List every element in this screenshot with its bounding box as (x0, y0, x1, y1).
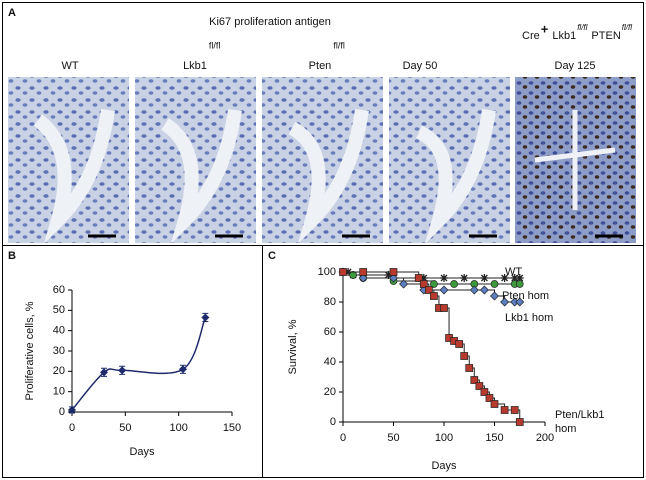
y-tick-label: 50 (53, 304, 65, 316)
point (389, 268, 398, 276)
data-line (71, 317, 207, 411)
panel-label: C (268, 250, 276, 262)
panel-title: Ki67 proliferation antigen (209, 16, 331, 28)
x-tick-label: 150 (485, 432, 503, 444)
point (490, 400, 499, 408)
y-axis-label: Proliferative cells, % (24, 301, 36, 400)
point (515, 297, 525, 307)
x-tick-label: 0 (69, 422, 75, 434)
column-label-sup: fl/fl (209, 40, 221, 50)
legend-label: WT (505, 266, 523, 278)
point (490, 291, 499, 301)
point (510, 274, 519, 282)
column-label: Day 50 (403, 60, 438, 72)
point (68, 405, 76, 414)
group-header: Cre (522, 30, 540, 42)
point (465, 364, 474, 372)
point (455, 340, 463, 348)
lumen (534, 110, 616, 210)
x-tick-label: 50 (387, 432, 399, 444)
y-tick-label: 30 (53, 345, 65, 357)
group-header-sup: + (541, 21, 549, 36)
x-tick-label: 0 (340, 432, 346, 444)
panel-b-frame (2, 245, 263, 478)
legend-label: Pten/Lkb1 hom (555, 409, 605, 435)
column-label: Day 125 (555, 60, 596, 72)
panel-c-frame (262, 245, 644, 478)
y-tick-label: 0 (59, 406, 65, 418)
point (470, 280, 479, 288)
point (510, 406, 519, 414)
point (440, 274, 448, 282)
micrographs (8, 77, 636, 245)
panel-label: B (8, 250, 16, 262)
step-line (343, 271, 520, 279)
column-label: Pten (309, 60, 332, 72)
point (500, 274, 509, 282)
point (479, 285, 489, 295)
x-tick-label: 100 (435, 432, 453, 444)
point (349, 271, 357, 279)
y-tick-label: 100 (318, 266, 336, 278)
x-tick-label: 50 (119, 422, 131, 434)
y-tick-label: 80 (324, 296, 336, 308)
lumen (160, 109, 242, 245)
point (480, 274, 489, 282)
y-axis-label: Survival, % (287, 319, 299, 374)
y-tick-label: 60 (53, 284, 65, 296)
point (439, 285, 449, 295)
y-tick-label: 40 (324, 356, 336, 368)
point (201, 313, 210, 322)
point (440, 304, 448, 312)
point (358, 273, 368, 283)
legend-label: Lkb1 hom (505, 312, 554, 324)
point (384, 271, 393, 279)
group-header-sup: fl/fl (577, 23, 587, 32)
x-tick-label: 100 (169, 422, 187, 434)
point (469, 285, 479, 295)
column-label: WT (61, 60, 78, 72)
point (430, 292, 438, 300)
x-axis-label: Days (431, 460, 457, 472)
y-tick-label: 40 (53, 325, 65, 337)
y-tick-label: 20 (324, 386, 336, 398)
y-tick-label: 20 (53, 365, 65, 377)
y-tick-label: 0 (330, 416, 336, 428)
point (118, 366, 127, 375)
x-tick-label: 150 (223, 422, 241, 434)
point (500, 406, 509, 414)
point (100, 368, 108, 377)
point (515, 280, 524, 288)
group-header: PTEN (591, 30, 620, 42)
x-tick-label: 200 (536, 432, 554, 444)
lumen (415, 109, 496, 245)
point (515, 274, 524, 282)
point (178, 365, 187, 374)
x-axis-label: Days (129, 446, 155, 458)
point (500, 297, 510, 307)
lumen (288, 109, 369, 245)
point (460, 352, 469, 360)
point (389, 273, 398, 283)
point (359, 268, 368, 276)
group-header-sup: fl/fl (622, 23, 632, 32)
y-tick-label: 10 (53, 386, 65, 398)
group-header: Lkb1 (552, 30, 576, 42)
point (399, 279, 409, 289)
panel-label: A (8, 7, 16, 19)
point (450, 280, 458, 288)
y-tick-label: 60 (324, 326, 336, 338)
column-label-sup: fl/fl (333, 40, 345, 50)
point (515, 418, 524, 426)
column-label: Lkb1 (183, 60, 207, 72)
point (339, 268, 347, 276)
legend-label: Pten hom (502, 290, 550, 302)
point (460, 274, 469, 282)
point (490, 280, 499, 288)
lumen (33, 109, 115, 245)
